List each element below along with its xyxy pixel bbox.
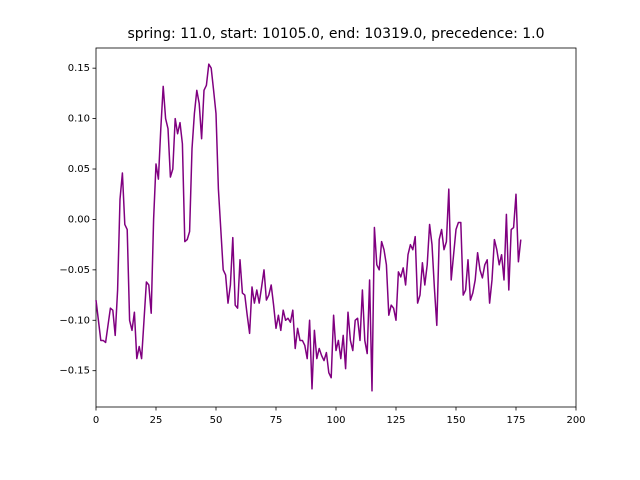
x-tick-label: 125 bbox=[386, 415, 405, 426]
x-tick-label: 50 bbox=[210, 415, 223, 426]
x-tick-label: 75 bbox=[270, 415, 283, 426]
y-tick-label: 0.05 bbox=[68, 164, 90, 175]
chart-title: spring: 11.0, start: 10105.0, end: 10319… bbox=[127, 26, 544, 42]
axes-frame bbox=[95, 47, 577, 408]
x-tick-label: 25 bbox=[150, 415, 163, 426]
y-tick-label: 0.00 bbox=[68, 214, 90, 225]
x-tick-label: 200 bbox=[566, 415, 585, 426]
x-tick-label: 100 bbox=[326, 415, 345, 426]
y-tick-label: −0.10 bbox=[59, 315, 90, 326]
y-tick-label: 0.15 bbox=[68, 63, 90, 74]
y-tick-label: 0.10 bbox=[68, 114, 90, 125]
y-tick-label: −0.15 bbox=[59, 366, 90, 377]
x-tick-label: 0 bbox=[93, 415, 99, 426]
line bbox=[95, 63, 522, 392]
x-tick-label: 175 bbox=[506, 415, 525, 426]
x-tick-label: 150 bbox=[446, 415, 465, 426]
y-tick-label: −0.05 bbox=[59, 265, 90, 276]
